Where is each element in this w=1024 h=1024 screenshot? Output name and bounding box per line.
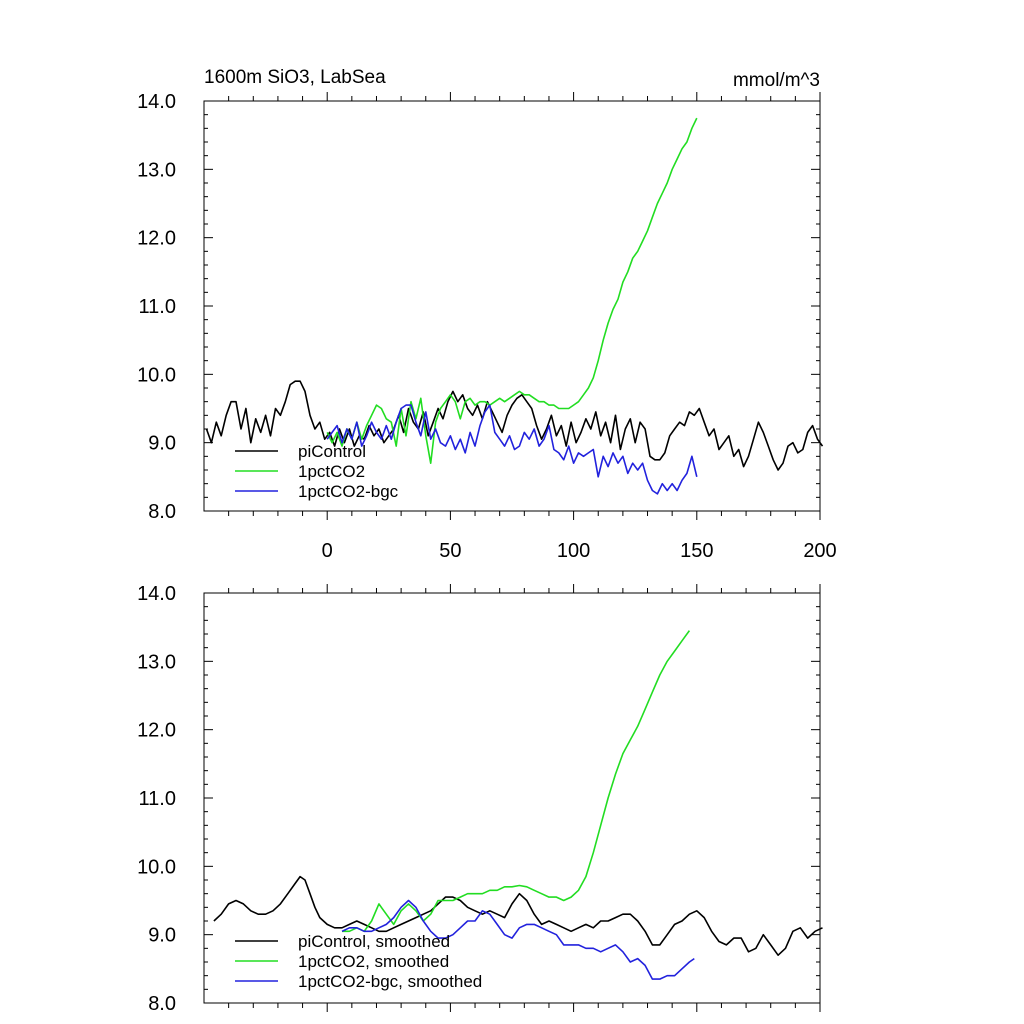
top-panel: 8.0 9.0 10.0 11.0 12.0 13.0 14.0 0 50 100 150 200 pi… [137,91,837,562]
x-tick-label: 50 [439,540,461,562]
legend-label: 1pctCO2 [298,462,365,481]
series-line [326,117,698,465]
series-line [341,899,695,980]
x-tick-label: 200 [803,540,836,562]
y-tick-label: 11.0 [139,788,176,810]
y-tick-label: 11.0 [139,296,176,318]
x-tick-label: 0 [322,540,333,562]
legend-label: 1pctCO2-bgc, smoothed [298,972,482,991]
y-tick-label: 12.0 [137,228,176,250]
y-tick-label: 8.0 [148,993,176,1015]
y-tick-label: 13.0 [137,159,176,181]
y-tick-label: 9.0 [148,433,176,455]
y-tick-label: 9.0 [148,925,176,947]
y-tick-label: 13.0 [137,651,176,673]
x-tick-label: 100 [557,540,590,562]
units-label: mmol/m^3 [733,70,820,91]
y-tick-label: 12.0 [137,720,176,742]
series-line [326,404,698,495]
y-tick-label: 10.0 [137,364,176,386]
chart-title: 1600m SiO3, LabSea [204,67,386,88]
y-tick-label: 10.0 [137,856,176,878]
series-line [205,380,824,471]
plot-frame [203,592,821,1004]
legend-label: piControl, smoothed [298,932,450,951]
legend-label: 1pctCO2, smoothed [298,952,449,971]
plot-frame [203,100,821,512]
y-tick-label: 8.0 [148,501,176,523]
y-tick-label: 14.0 [137,583,176,605]
legend-label: piControl [298,442,366,461]
series-line [213,875,823,957]
series-line [342,630,691,933]
y-tick-label: 14.0 [137,91,176,113]
x-tick-label: 150 [680,540,713,562]
bottom-panel: 8.0 9.0 10.0 11.0 12.0 13.0 14.0 piControl, smo… [137,583,823,1015]
legend-label: 1pctCO2-bgc [298,482,399,501]
